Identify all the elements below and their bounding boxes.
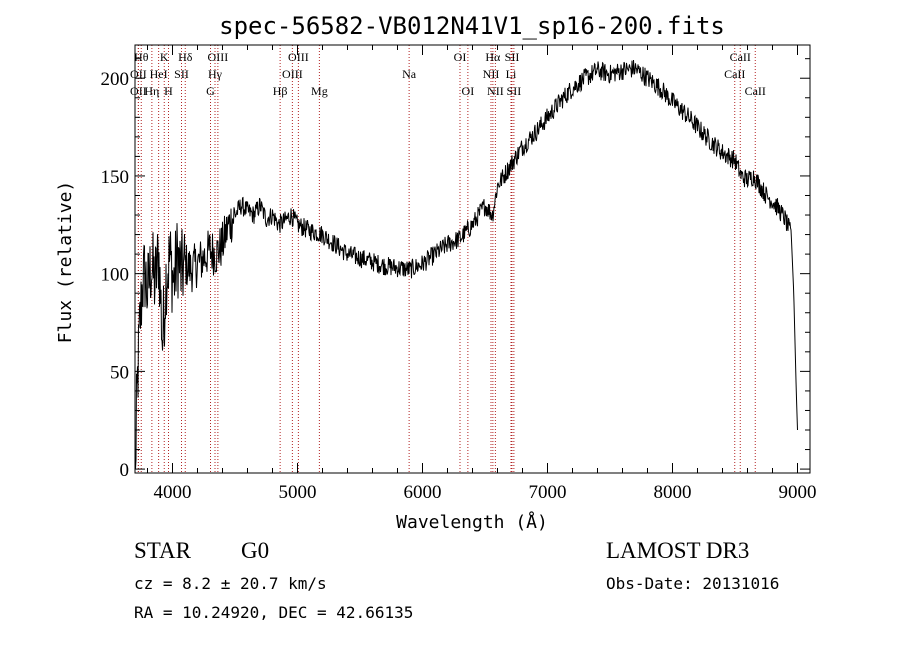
spectral-line-label: CaII <box>730 50 751 64</box>
spectral-line-label: Li <box>506 67 517 81</box>
object-subclass: G0 <box>241 538 270 563</box>
spectral-line-label: Mg <box>311 84 328 98</box>
line-markers <box>137 45 756 473</box>
spectral-line-label: CaII <box>724 67 745 81</box>
coords-text: RA = 10.24920, DEC = 42.66135 <box>134 603 414 622</box>
x-tick-label: 5000 <box>279 482 317 503</box>
x-tick-label: 8000 <box>654 482 692 503</box>
y-tick-label: 0 <box>120 460 130 481</box>
y-tick-label: 50 <box>110 362 129 383</box>
spectral-line-label: SII <box>174 67 189 81</box>
spectral-line-label: Hδ <box>178 50 193 64</box>
redshift-text: cz = 8.2 ± 20.7 km/s <box>134 574 327 593</box>
spectral-line-label: OIII <box>282 67 303 81</box>
spectral-line-label: CaII <box>745 84 766 98</box>
y-tick-label: 200 <box>101 69 130 90</box>
x-tick-label: 7000 <box>529 482 567 503</box>
spectral-line-label: HeI <box>150 67 168 81</box>
spectral-line-label: Hη <box>144 84 159 98</box>
x-tick-label: 4000 <box>154 482 192 503</box>
spectral-line-label: SII <box>507 84 522 98</box>
spectral-line-label: SII <box>505 50 520 64</box>
spectral-line-label: OI <box>462 84 475 98</box>
spectral-line-label: OI <box>454 50 467 64</box>
spectral-line-label: OII <box>130 84 147 98</box>
plot-frame <box>134 44 811 474</box>
chart-title: spec-56582-VB012N41V1_sp16-200.fits <box>219 12 725 40</box>
spectral-line-label: OIII <box>288 50 309 64</box>
spectral-line-label: Hθ <box>134 50 149 64</box>
spectral-line-label: Hα <box>485 50 501 64</box>
y-tick-label: 150 <box>101 167 130 188</box>
y-axis-title: Flux (relative) <box>55 181 76 344</box>
spectral-line-label: NII <box>487 84 504 98</box>
y-tick-label: 100 <box>101 265 130 286</box>
spectral-line-label: Na <box>402 67 417 81</box>
spectral-line-label: NII <box>483 67 500 81</box>
axis-ticks: 4000 5000 6000 7000 8000 9000 0 50 100 150 200 <box>101 45 817 503</box>
spectrum-series-line <box>134 59 798 469</box>
spectral-line-label: Hγ <box>208 67 223 81</box>
survey-name: LAMOST DR3 <box>606 538 750 563</box>
x-tick-label: 9000 <box>779 482 817 503</box>
x-tick-label: 6000 <box>404 482 442 503</box>
spectral-line-label: OII <box>130 67 147 81</box>
object-class: STAR <box>134 538 191 563</box>
spectral-line-label: OIII <box>208 50 229 64</box>
obs-date-text: Obs-Date: 20131016 <box>606 574 780 593</box>
x-axis-title: Wavelength (Å) <box>396 511 548 533</box>
spectral-line-label: G <box>206 84 215 98</box>
spectral-line-label: Hβ <box>273 84 288 98</box>
spectral-line-label: K <box>160 50 169 64</box>
spectral-line-label: H <box>164 84 173 98</box>
